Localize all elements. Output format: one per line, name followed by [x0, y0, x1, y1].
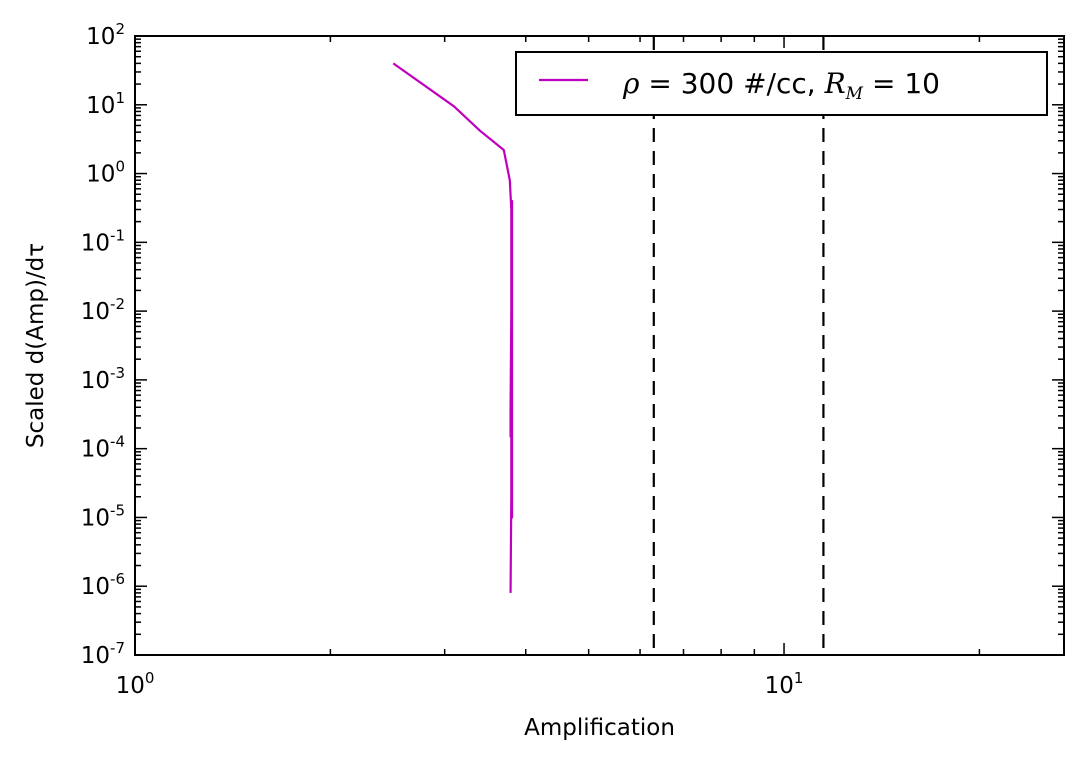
legend-rm-symbol: R: [824, 67, 846, 100]
plot-area-frame: [134, 35, 1065, 656]
tick-marks: [134, 35, 1064, 656]
legend: ρ = 300 #/cc, RM = 10: [515, 51, 1048, 116]
reference-lines: [652, 36, 825, 655]
x-tick-label: 100: [116, 669, 155, 699]
x-axis-title: Amplification: [524, 715, 675, 741]
x-tick-label: 101: [765, 669, 804, 699]
y-tick-label: 10-6: [81, 570, 125, 600]
series-layer: [392, 62, 514, 593]
legend-rm-subscript: M: [845, 84, 864, 104]
legend-rm-text: = 10: [863, 67, 940, 100]
legend-rho-symbol: ρ: [622, 67, 640, 100]
tick-labels: 100 101 10-7 10-6 10-5 10-4 10-3 10-2 10-1 100 101…: [81, 20, 804, 699]
y-tick-label: 100: [86, 158, 125, 188]
series-line: [392, 62, 514, 593]
legend-box: [515, 51, 1048, 116]
legend-rho-text: = 300 #/cc,: [639, 67, 824, 100]
y-tick-label: 102: [86, 20, 125, 50]
y-tick-label: 10-4: [81, 433, 125, 463]
y-axis-title: Scaled d(Amp)/dτ: [23, 243, 49, 448]
legend-label: ρ = 300 #/cc, RM = 10: [622, 67, 940, 104]
y-tick-label: 10-2: [81, 295, 125, 325]
y-tick-label: 10-5: [81, 501, 125, 531]
y-tick-label: 10-3: [81, 364, 125, 394]
y-tick-label: 10-7: [81, 639, 125, 669]
y-tick-label: 10-1: [81, 226, 125, 256]
y-tick-label: 101: [86, 89, 125, 119]
